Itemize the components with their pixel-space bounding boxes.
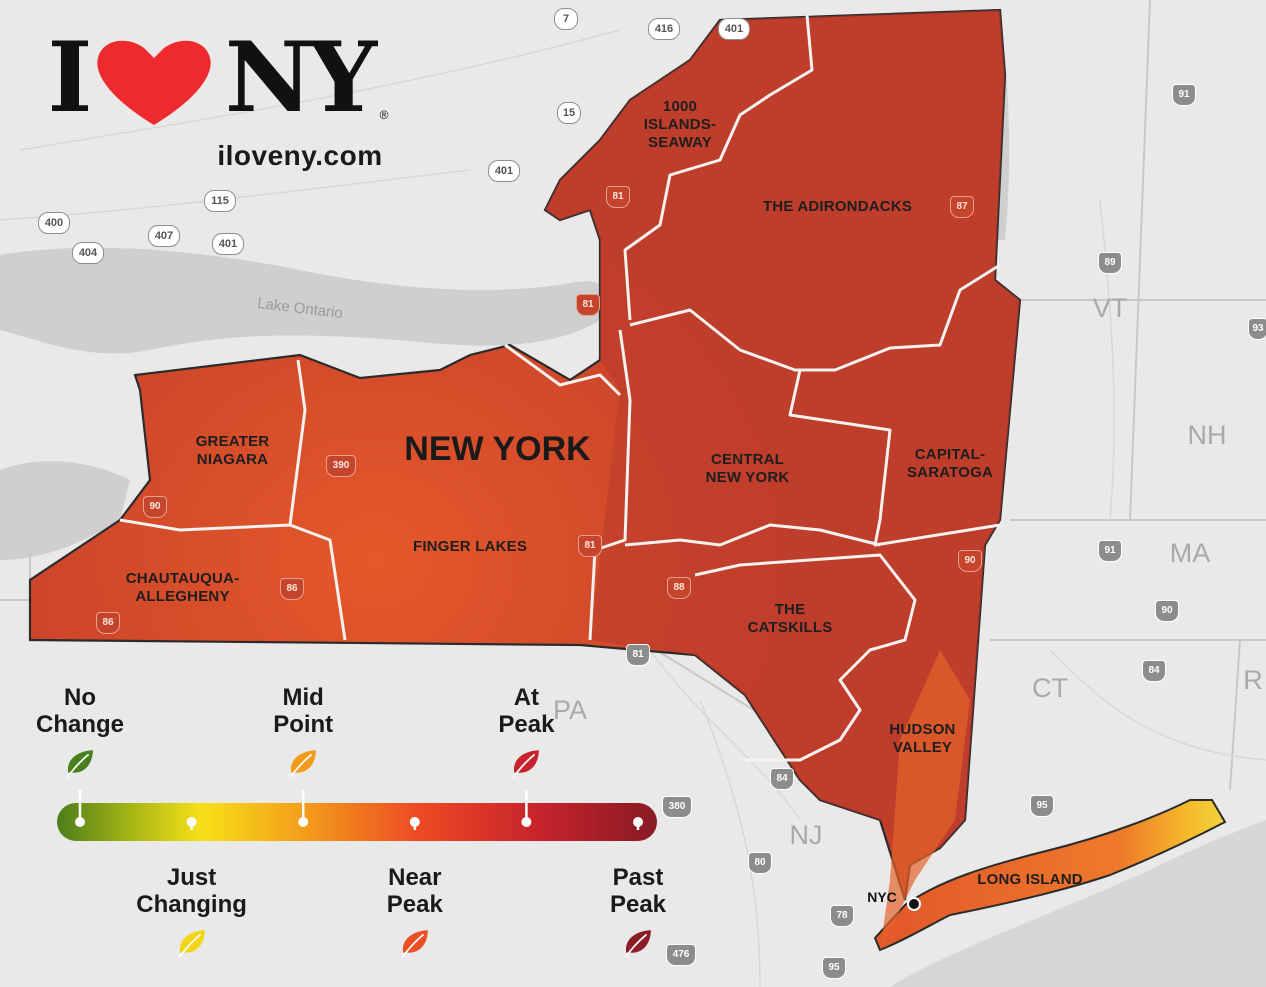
region-label-catskills[interactable]: THE CATSKILLS (747, 601, 833, 636)
highway-shield: 401 (718, 18, 750, 40)
highway-shield: 81 (578, 535, 602, 557)
region-borders (119, 14, 1001, 762)
highway-shield: 86 (96, 612, 120, 634)
lake-ontario (0, 247, 608, 354)
highway-shield: 407 (148, 225, 180, 247)
highway-shield: 416 (648, 18, 680, 40)
highway-shield: 380 (662, 796, 692, 818)
state-label-pa: PA (552, 695, 587, 725)
region-label-hudson-valley[interactable]: HUDSON VALLEY (889, 721, 956, 756)
highway-shield: 476 (666, 944, 696, 966)
nyc-label: NYC (867, 889, 897, 905)
highway-shield: 115 (204, 190, 236, 212)
atlantic-ocean (890, 820, 1266, 987)
leaf-icon (401, 930, 428, 958)
leaf-icon (512, 750, 540, 778)
highway-shield: 91 (1172, 84, 1196, 106)
legend-label: No Change (35, 684, 124, 738)
legend-label: At Peak (498, 684, 555, 738)
highway-shield: 86 (280, 578, 304, 600)
highway-shield: 95 (822, 957, 846, 979)
highway-shield: 90 (143, 496, 167, 518)
logo-letter-i: I (47, 21, 93, 134)
state-label-vt: VT (1092, 293, 1128, 323)
highway-shield: 15 (557, 102, 581, 124)
legend-label: Mid Point (273, 684, 334, 738)
lake-erie (0, 461, 130, 560)
nyc-marker (907, 897, 921, 911)
highway-shield: 84 (770, 768, 794, 790)
highway-shield: 90 (958, 550, 982, 572)
leaf-icon (624, 930, 651, 958)
lower-hudson-glow (880, 650, 970, 950)
highway-shield: 390 (326, 455, 356, 477)
region-label-1000-islands[interactable]: 1000 ISLANDS- SEAWAY (643, 98, 717, 151)
highway-shield: 95 (1030, 795, 1054, 817)
highway-shield: 404 (72, 242, 104, 264)
highway-shield: 91 (1098, 540, 1122, 562)
highway-shield: 7 (554, 8, 578, 30)
highway-shield: 80 (748, 852, 772, 874)
state-label-ri: R (1243, 665, 1263, 695)
highway-shield: 401 (212, 233, 244, 255)
highway-shield: 93 (1248, 318, 1266, 340)
highway-shield: 90 (1155, 600, 1179, 622)
highway-shield: 88 (667, 577, 691, 599)
legend-label: Just Changing (136, 864, 247, 918)
legend-scale-bar (57, 803, 657, 841)
region-label-adirondacks[interactable]: THE ADIRONDACKS (762, 198, 913, 215)
logo-url[interactable]: iloveny.com (217, 140, 383, 171)
logo-heart-icon (97, 40, 211, 125)
logo-letters-ny: NY (224, 21, 377, 134)
highway-shield: 78 (830, 905, 854, 927)
highway-shield: 89 (1098, 252, 1122, 274)
highway-shield: 84 (1142, 660, 1166, 682)
highway-shield: 81 (626, 644, 650, 666)
leaf-icon (66, 750, 93, 778)
logo-registered-mark: ® (379, 108, 389, 122)
state-label-ct: CT (1032, 673, 1068, 703)
long-island (873, 799, 1227, 952)
state-label-nj: NJ (789, 820, 823, 850)
state-label-new-york: NEW YORK (404, 430, 591, 468)
region-label-finger-lakes[interactable]: FINGER LAKES (412, 538, 528, 555)
region-label-long-island[interactable]: LONG ISLAND (977, 871, 1083, 888)
legend-label: Past Peak (609, 864, 667, 918)
leaf-icon (178, 930, 205, 958)
north-shade (545, 10, 1020, 865)
highway-shield: 400 (38, 212, 70, 234)
highway-shield: 81 (606, 186, 630, 208)
legend-label: Near Peak (386, 864, 443, 918)
leaf-icon (289, 750, 317, 778)
highway-shield: 401 (488, 160, 520, 182)
state-label-ma: MA (1169, 538, 1211, 568)
legend-stems (78, 790, 640, 830)
state-label-nh: NH (1187, 420, 1227, 450)
region-label-capital-saratoga[interactable]: CAPITAL- SARATOGA (906, 446, 994, 481)
region-label-greater-niagara[interactable]: GREATER NIAGARA (195, 433, 270, 468)
region-label-central-ny[interactable]: CENTRAL NEW YORK (705, 451, 790, 486)
highway-shield: 87 (950, 196, 974, 218)
highway-shield: 81 (576, 294, 600, 316)
region-label-chautauqua[interactable]: CHAUTAUQUA- ALLEGHENY (125, 570, 240, 605)
